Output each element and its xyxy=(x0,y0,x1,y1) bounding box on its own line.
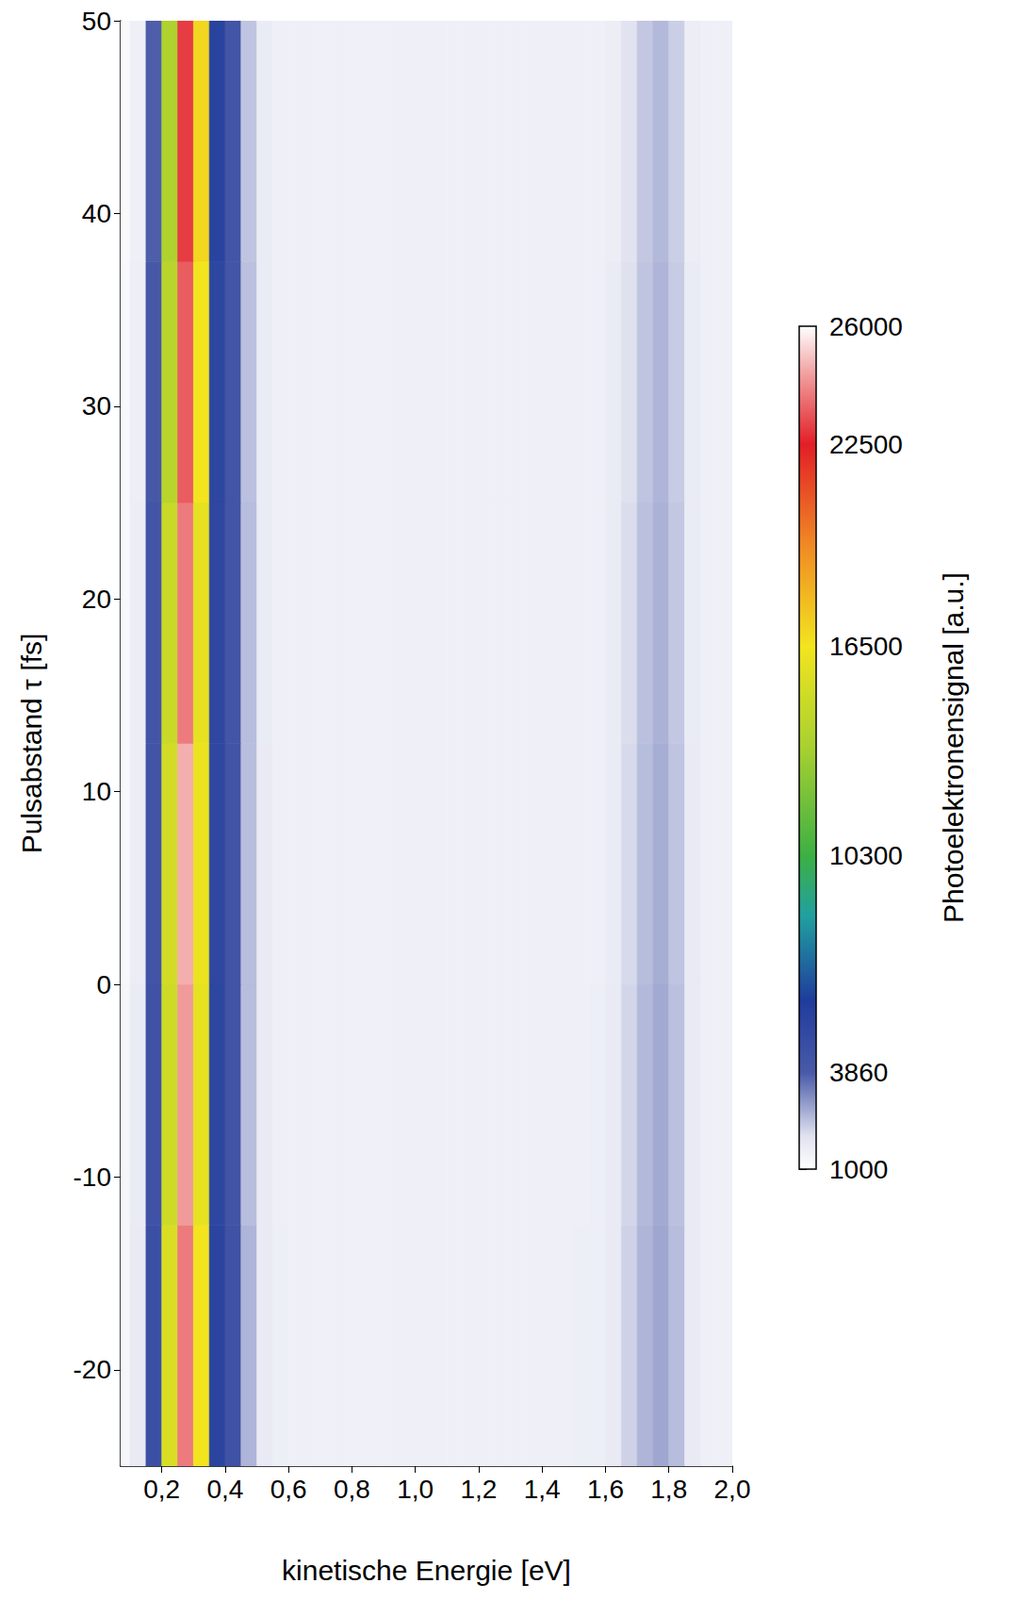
svg-text:26000: 26000 xyxy=(829,311,903,342)
svg-text:1,4: 1,4 xyxy=(523,1473,561,1504)
svg-text:3860: 3860 xyxy=(829,1057,888,1087)
svg-text:0,2: 0,2 xyxy=(143,1473,181,1504)
svg-text:0,8: 0,8 xyxy=(333,1473,371,1504)
svg-text:1,6: 1,6 xyxy=(587,1473,624,1504)
svg-text:50: 50 xyxy=(81,6,112,36)
svg-text:0,4: 0,4 xyxy=(207,1473,245,1504)
svg-text:Photoelektronensignal [a.u.]: Photoelektronensignal [a.u.] xyxy=(937,572,969,923)
svg-text:-10: -10 xyxy=(73,1162,112,1192)
svg-text:0,6: 0,6 xyxy=(270,1473,308,1504)
svg-text:1,8: 1,8 xyxy=(650,1473,688,1504)
svg-text:kinetische Energie [eV]: kinetische Energie [eV] xyxy=(281,1554,572,1586)
svg-text:20: 20 xyxy=(81,584,112,614)
svg-text:40: 40 xyxy=(81,198,112,229)
svg-text:1,2: 1,2 xyxy=(460,1473,498,1504)
svg-text:2,0: 2,0 xyxy=(714,1473,752,1504)
svg-text:10: 10 xyxy=(81,776,112,806)
svg-text:22500: 22500 xyxy=(829,429,903,459)
svg-text:1,0: 1,0 xyxy=(396,1473,434,1504)
svg-text:16500: 16500 xyxy=(829,631,903,661)
svg-text:1000: 1000 xyxy=(829,1154,888,1184)
svg-text:Pulsabstand τ [fs]: Pulsabstand τ [fs] xyxy=(16,633,48,854)
svg-text:-20: -20 xyxy=(73,1354,112,1384)
svg-text:10300: 10300 xyxy=(829,840,903,870)
svg-text:30: 30 xyxy=(81,391,112,421)
svg-text:0: 0 xyxy=(96,969,112,999)
